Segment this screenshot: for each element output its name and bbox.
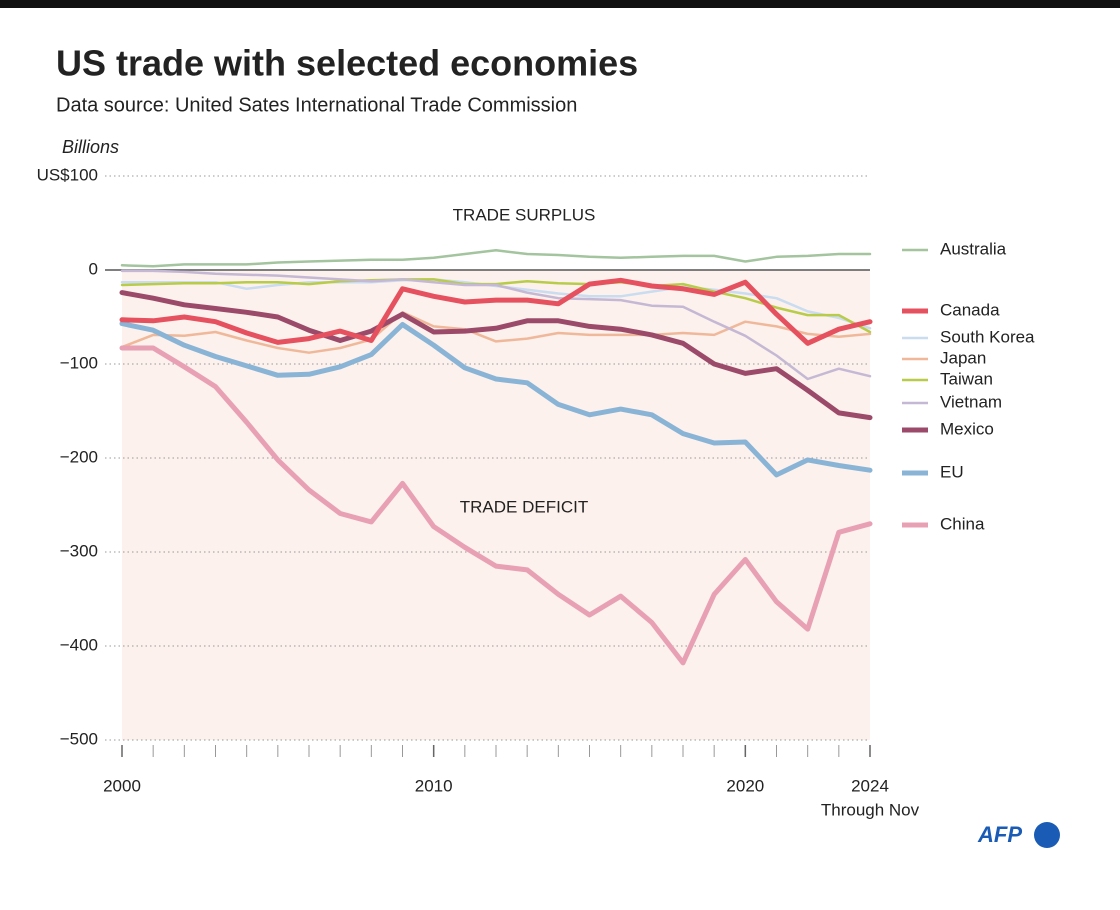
- y-tick-label: 0: [89, 259, 98, 278]
- y-tick-label: −300: [60, 541, 98, 560]
- x-tick-label: 2010: [415, 776, 453, 795]
- series-line: [120, 311, 872, 354]
- legend-label: Taiwan: [940, 369, 993, 388]
- y-axis-label: Billions: [62, 137, 119, 157]
- series-line: [120, 269, 872, 381]
- x-tick-label: 2020: [726, 776, 764, 795]
- chart-subtitle: Data source: United Sates International …: [56, 94, 577, 116]
- series-line: [119, 321, 873, 478]
- y-tick-label: −200: [60, 447, 98, 466]
- annotation: TRADE DEFICIT: [460, 497, 588, 516]
- logo-text: AFP: [977, 822, 1022, 847]
- y-tick-label: −400: [60, 635, 98, 654]
- chart-title: US trade with selected economies: [56, 43, 638, 84]
- annotation: Through Nov: [821, 800, 920, 819]
- legend-label: EU: [940, 462, 964, 481]
- y-tick-label: −100: [60, 353, 98, 372]
- annotation: TRADE SURPLUS: [453, 205, 596, 224]
- logo-dot: [1034, 822, 1060, 848]
- y-tick-label: −500: [60, 729, 98, 748]
- legend-label: Japan: [940, 348, 986, 367]
- logo: AFP: [977, 822, 1060, 848]
- x-tick-label: 2000: [103, 776, 141, 795]
- legend-label: South Korea: [940, 327, 1035, 346]
- series-line: [119, 290, 873, 421]
- deficit-area: [122, 270, 870, 740]
- legend-label: Canada: [940, 300, 1000, 319]
- top-bar: [0, 0, 1120, 8]
- legend-label: Mexico: [940, 419, 994, 438]
- series-line: [119, 277, 873, 346]
- series-line: [120, 249, 872, 268]
- series-line: [119, 345, 873, 666]
- legend-label: Australia: [940, 239, 1007, 258]
- legend-label: China: [940, 514, 985, 533]
- x-tick-label: 2024: [851, 776, 889, 795]
- y-tick-label: US$100: [37, 165, 98, 184]
- legend-label: Vietnam: [940, 392, 1002, 411]
